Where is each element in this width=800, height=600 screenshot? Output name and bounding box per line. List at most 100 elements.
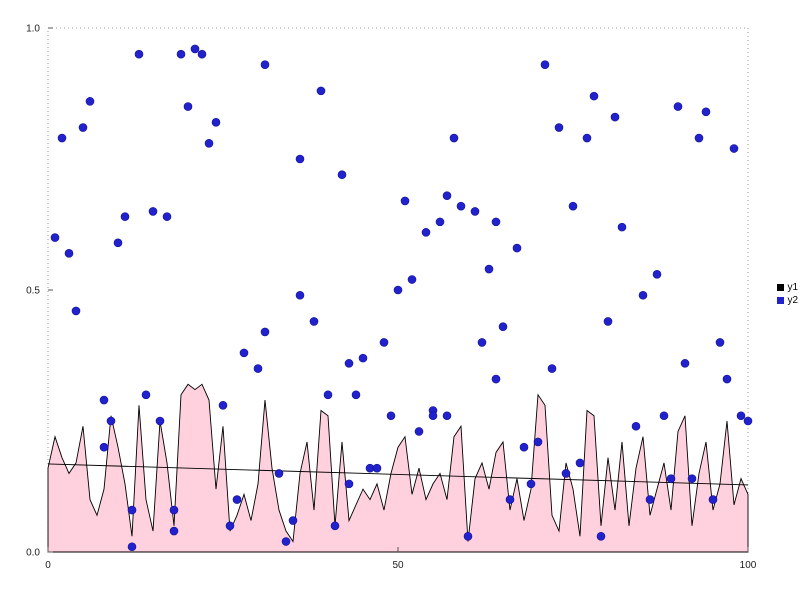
scatter-point-y2 (561, 469, 571, 478)
scatter-point-y2 (127, 505, 137, 515)
scatter-point-y2 (358, 353, 368, 363)
scatter-point-y2 (190, 44, 200, 54)
scatter-point-y2 (491, 217, 501, 227)
scatter-point-y2 (281, 537, 291, 546)
scatter-point-y2 (232, 495, 242, 504)
scatter-point-y2 (708, 495, 718, 504)
scatter-point-y2 (379, 338, 389, 347)
scatter-point-y2 (260, 327, 270, 337)
scatter-point-y2 (337, 170, 347, 180)
scatter-point-y2 (477, 338, 487, 347)
scatter-point-y2 (351, 390, 361, 400)
scatter-point-y2 (169, 505, 179, 515)
scatter-point-y2 (127, 542, 137, 552)
scatter-point-y2 (701, 107, 711, 117)
chart-legend: y1 y2 (777, 281, 798, 307)
scatter-point-y2 (64, 249, 74, 258)
scatter-point-y2 (526, 479, 536, 489)
scatter-point-y2 (169, 526, 179, 536)
scatter-point-y2 (57, 133, 67, 143)
scatter-point-y2 (491, 374, 501, 384)
scatter-point-y2 (197, 49, 207, 59)
scatter-point-y2 (512, 243, 522, 253)
scatter-point-y2 (71, 306, 81, 316)
scatter-point-y2 (687, 474, 697, 483)
scatter-point-y2 (106, 416, 116, 426)
scatter-point-y2 (344, 479, 354, 489)
series-area-y1 (47, 383, 749, 553)
scatter-point-y2 (652, 269, 662, 279)
scatter-point-y2 (743, 416, 753, 426)
y-tick-label: 0.0 (26, 548, 40, 559)
scatter-point-y2 (323, 390, 333, 400)
scatter-point-y2 (589, 91, 599, 101)
legend-label-y1: y1 (787, 282, 798, 293)
x-tick-label: 0 (45, 560, 51, 571)
scatter-point-y2 (239, 348, 249, 358)
scatter-point-y2 (204, 138, 214, 148)
scatter-point-y2 (113, 238, 123, 248)
scatter-point-y2 (274, 469, 284, 478)
scatter-point-y2 (162, 212, 172, 221)
scatter-point-y2 (505, 495, 515, 504)
scatter-point-y2 (645, 495, 655, 504)
scatter-point-y2 (400, 196, 410, 206)
legend-swatch-y2 (777, 297, 785, 304)
scatter-point-y2 (666, 474, 676, 483)
scatter-point-y2 (99, 442, 109, 452)
scatter-point-y2 (99, 395, 109, 405)
scatter-point-y2 (596, 531, 606, 541)
legend-item-y2: y2 (777, 294, 798, 307)
scatter-point-y2 (393, 285, 403, 295)
scatter-point-y2 (442, 411, 452, 421)
legend-label-y2: y2 (787, 295, 798, 306)
scatter-point-y2 (694, 133, 704, 143)
scatter-point-y2 (533, 437, 543, 447)
scatter-point-y2 (498, 322, 508, 331)
scatter-point-y2 (148, 207, 158, 216)
scatter-point-y2 (442, 191, 452, 200)
scatter-point-y2 (435, 217, 445, 227)
scatter-point-y2 (484, 264, 494, 274)
scatter-point-y2 (225, 521, 235, 531)
scatter-point-y2 (722, 374, 732, 384)
scatter-point-y2 (344, 359, 354, 368)
y-tick-label: 0.5 (26, 286, 40, 297)
scatter-point-y2 (603, 317, 613, 326)
scatter-point-y2 (176, 49, 186, 59)
scatter-point-y2 (120, 212, 130, 221)
scatter-point-y2 (470, 207, 480, 216)
scatter-point-y2 (218, 400, 228, 410)
legend-item-y1: y1 (777, 281, 798, 294)
scatter-point-y2 (617, 222, 627, 232)
scatter-point-y2 (134, 49, 144, 59)
scatter-point-y2 (260, 60, 270, 69)
scatter-point-y2 (463, 531, 473, 541)
scatter-point-y2 (85, 97, 95, 106)
scatter-point-y2 (715, 338, 725, 347)
x-tick-label: 100 (740, 560, 757, 571)
scatter-point-y2 (456, 201, 466, 211)
scatter-point-y2 (211, 118, 221, 127)
scatter-point-y2 (729, 144, 739, 153)
scatter-point-y2 (638, 290, 648, 300)
scatter-point-y2 (372, 463, 382, 473)
scatter-point-y2 (568, 201, 578, 211)
scatter-point-y2 (330, 521, 340, 531)
scatter-point-y2 (575, 458, 585, 468)
legend-swatch-y1 (777, 284, 785, 291)
scatter-point-y2 (295, 154, 305, 164)
scatter-point-y2 (680, 359, 690, 368)
scatter-point-y2 (449, 133, 459, 143)
scatter-point-y2 (554, 123, 564, 132)
scatter-point-y2 (519, 442, 529, 452)
scatter-point-y2 (50, 233, 60, 242)
scatter-point-y2 (736, 411, 746, 421)
scatter-point-y2 (316, 86, 326, 96)
scatter-point-y2 (288, 516, 298, 525)
scatter-point-y2 (141, 390, 151, 400)
scatter-point-y2 (673, 102, 683, 111)
series-line-y1-smooth (47, 463, 749, 486)
